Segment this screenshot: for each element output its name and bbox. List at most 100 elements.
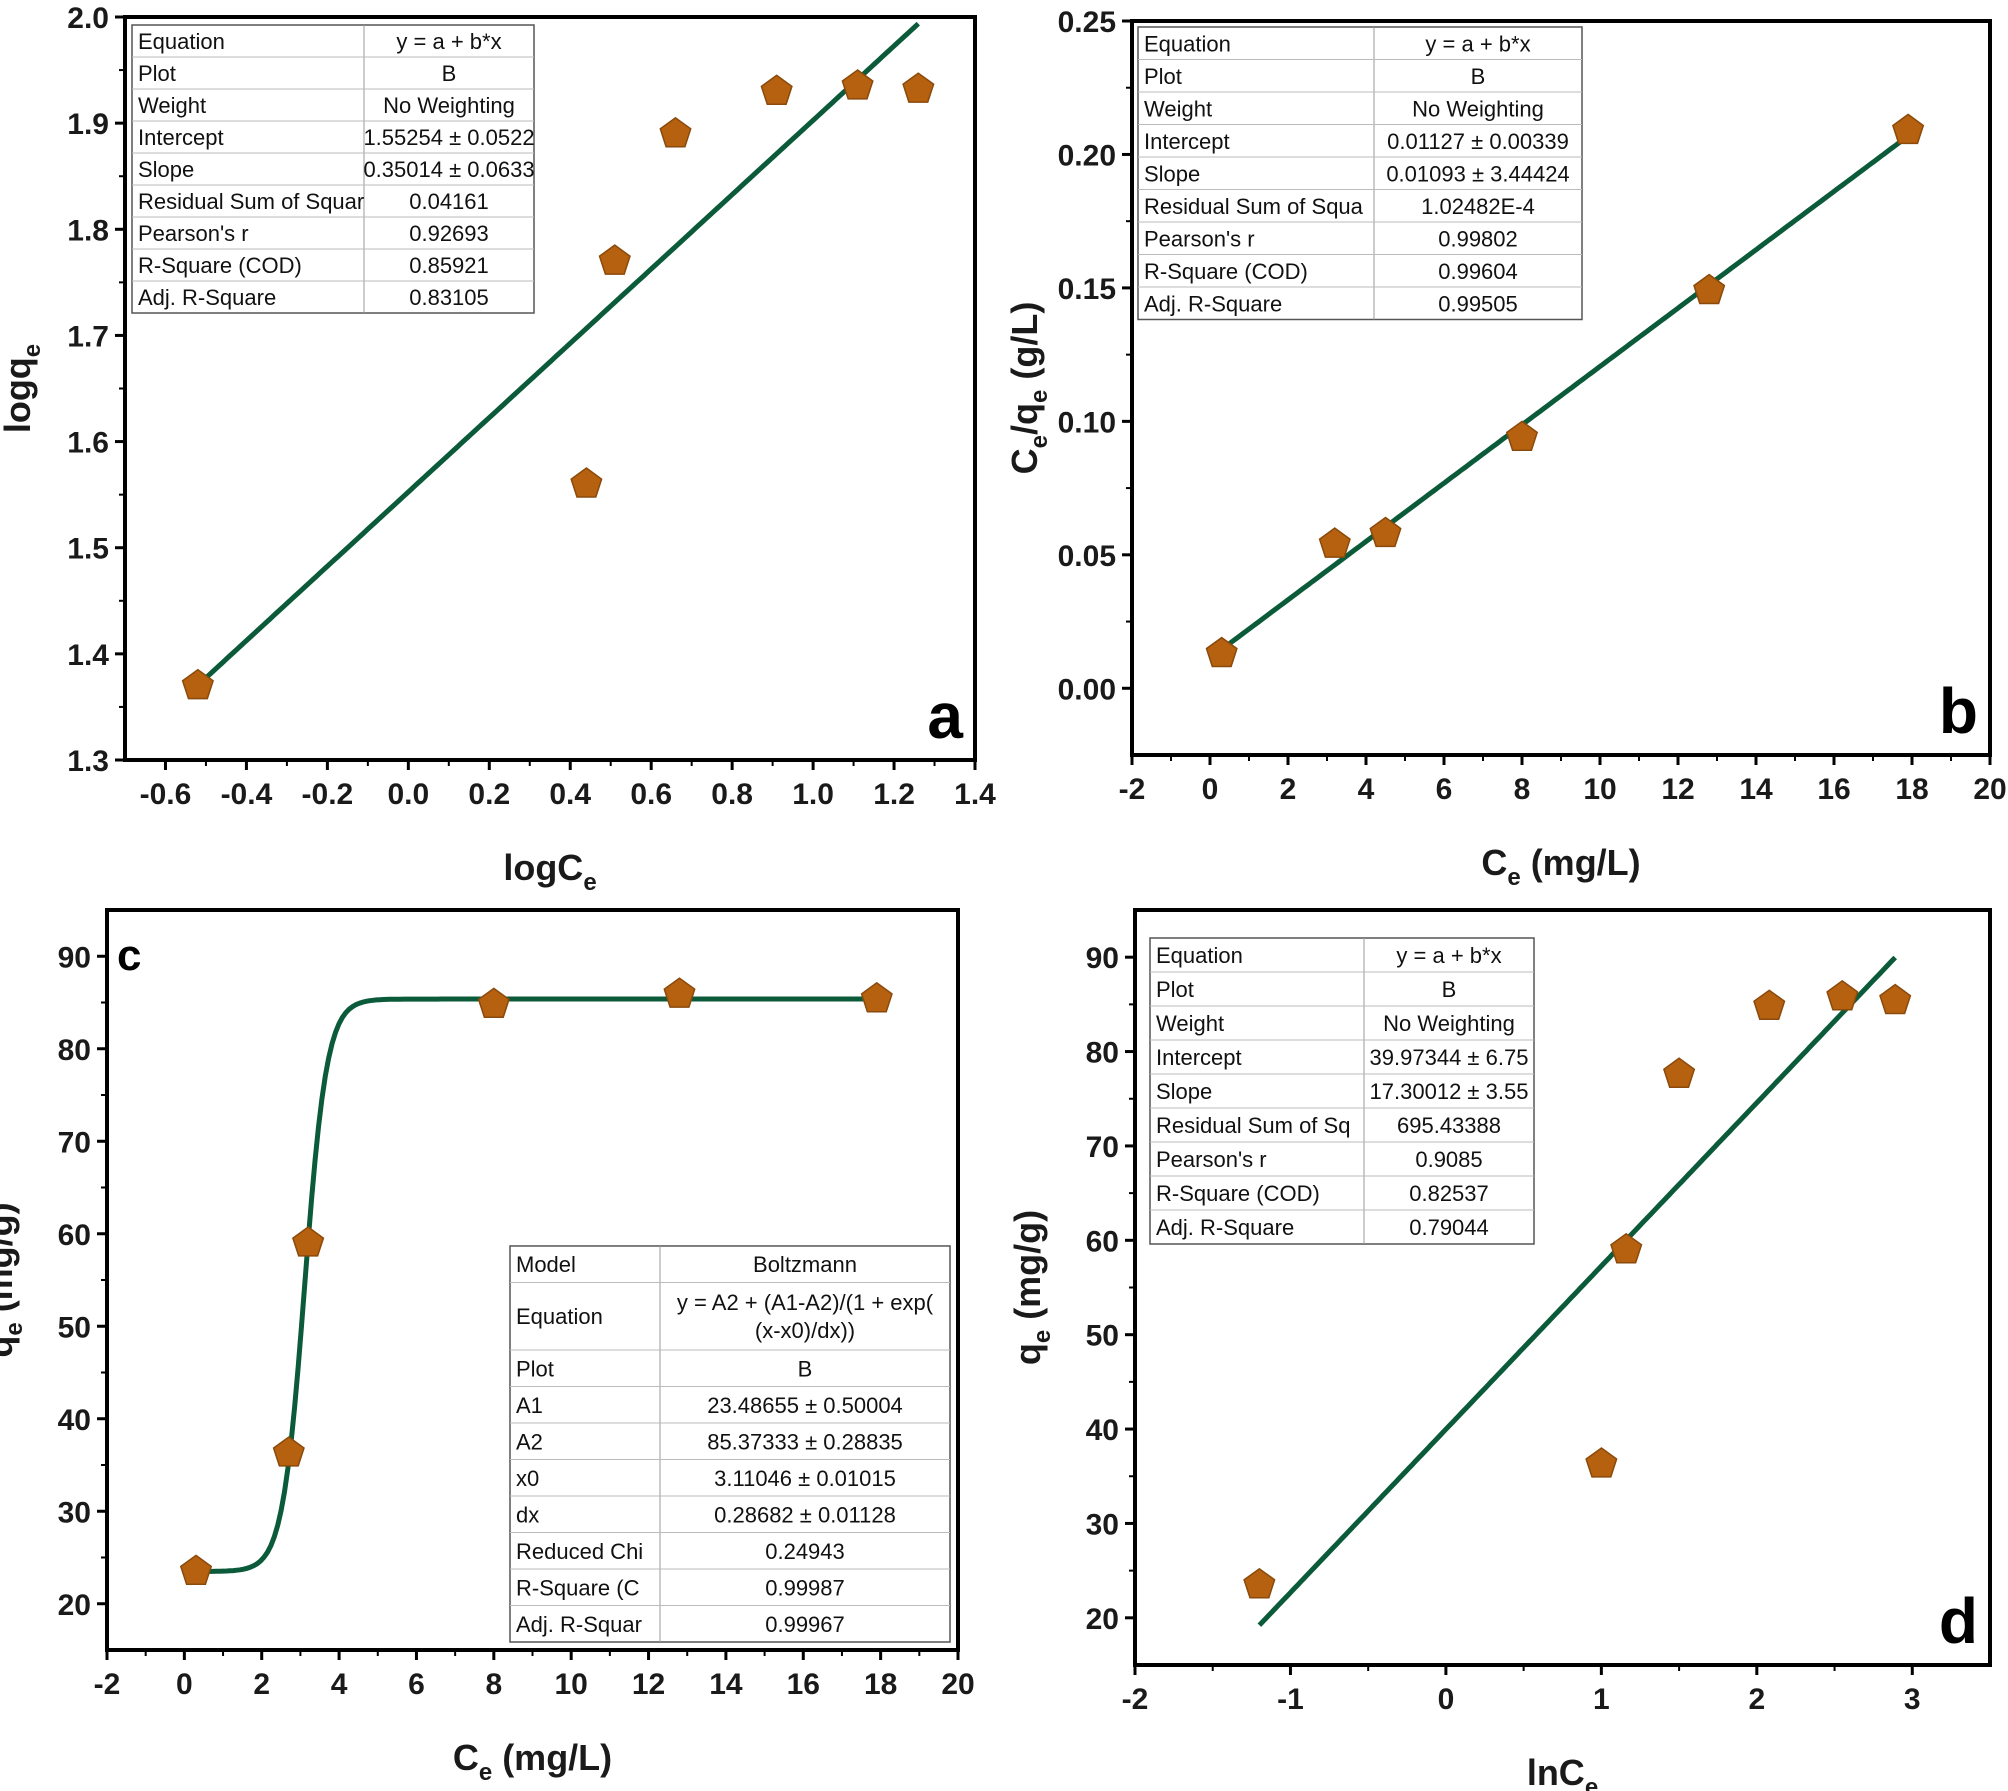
x-tick-label: -2: [1122, 1683, 1149, 1716]
fit-line: [1257, 955, 1897, 1627]
y-axis-label-suffix: (mg/g): [0, 1202, 20, 1322]
stats-table-key: Plot: [1156, 977, 1194, 1002]
stats-table-value: 3.11046 ± 0.01015: [714, 1466, 896, 1491]
stats-table-value: 0.01093 ± 3.44424: [1386, 161, 1569, 186]
data-point: [1243, 1567, 1276, 1599]
x-tick-label: 10: [1583, 773, 1616, 806]
x-tick-label: 18: [1895, 773, 1928, 806]
stats-table-key: Residual Sum of Squar: [138, 189, 364, 214]
y-tick-label: 1.6: [67, 427, 109, 460]
y-axis-label-main: q: [0, 1336, 20, 1358]
stats-table-key: Plot: [516, 1356, 554, 1381]
y-tick-label: 80: [58, 1034, 91, 1067]
stats-table-border: [131, 24, 535, 314]
y-tick-label: 90: [58, 941, 91, 974]
x-tick-label: 0: [176, 1668, 193, 1701]
stats-table-key: Adj. R-Square: [1144, 291, 1282, 316]
stats-table-value: 1.02482E-4: [1421, 194, 1535, 219]
stats-table-value: 0.04161: [409, 189, 489, 214]
data-point: [1585, 1447, 1618, 1478]
y-axis-label: qe (mg/g): [1007, 1210, 1056, 1365]
y-tick-label: 70: [58, 1126, 91, 1159]
stats-table-value: 0.99604: [1438, 259, 1518, 284]
stats-table-key: Plot: [138, 61, 176, 86]
y-axis-label: qe (mg/g): [0, 1202, 28, 1357]
y-axis-label-sub: e: [1026, 435, 1053, 448]
panel-label: a: [927, 680, 963, 752]
y-tick-label: 0.25: [1058, 6, 1116, 39]
x-axis-label-sub: e: [1585, 1774, 1598, 1791]
y-tick-label: 70: [1086, 1131, 1119, 1164]
data-point: [1505, 420, 1539, 452]
x-axis-label-suffix: (mg/L): [1521, 842, 1641, 883]
stats-table-key: R-Square (COD): [1144, 259, 1308, 284]
data-point: [841, 69, 874, 100]
stats-table-key: Residual Sum of Squa: [1144, 194, 1364, 219]
stats-table-value-line1: y = A2 + (A1-A2)/(1 + exp(: [677, 1290, 934, 1315]
y-tick-label: 50: [58, 1311, 91, 1344]
x-axis-label: Ce (mg/L): [1481, 842, 1640, 891]
stats-table-value: y = A2 + (A1-A2)/(1 + exp( (x-x0)/dx)): [677, 1290, 934, 1343]
panel-label: b: [1939, 675, 1978, 747]
stats-table-key: Pearson's r: [1144, 226, 1255, 251]
x-tick-label: 0: [1202, 773, 1219, 806]
x-axis-label: Ce (mg/L): [453, 1737, 612, 1786]
x-axis-label-main: lnC: [1527, 1752, 1585, 1791]
y-tick-label: 0.20: [1058, 139, 1116, 172]
y-tick-label: 50: [1086, 1320, 1119, 1353]
data-point: [181, 668, 214, 700]
x-tick-label: 16: [787, 1668, 820, 1701]
stats-table-value: 39.97344 ± 6.75: [1370, 1045, 1529, 1070]
x-tick-label: 1.2: [873, 778, 915, 811]
x-tick-label: 18: [864, 1668, 897, 1701]
x-tick-label: 6: [408, 1668, 425, 1701]
panel-label: d: [1939, 1585, 1978, 1657]
stats-table-key: Reduced Chi: [516, 1539, 643, 1564]
x-tick-label: 0.6: [630, 778, 672, 811]
stats-table-border: [1137, 26, 1583, 321]
y-tick-label: 20: [58, 1589, 91, 1622]
data-point: [659, 116, 692, 148]
stats-table-border: [509, 1245, 951, 1643]
stats-table-key: Adj. R-Squar: [516, 1612, 642, 1637]
y-tick-label: 0.05: [1058, 540, 1116, 573]
stats-table-key: Plot: [1144, 64, 1182, 89]
x-axis-label: logCe: [503, 847, 596, 896]
stats-table-value: y = a + b*x: [1396, 943, 1501, 968]
stats-table: Equation y = a + b*x Plot B Weight No Weighti…: [131, 24, 535, 314]
data-point: [860, 981, 893, 1013]
stats-table-key: Pearson's r: [138, 221, 249, 246]
x-tick-label: 8: [485, 1668, 502, 1701]
y-tick-label: 30: [1086, 1508, 1119, 1541]
x-axis-label: lnCe: [1527, 1752, 1598, 1791]
stats-table-value-line2: (x-x0)/dx)): [755, 1318, 855, 1343]
x-tick-label: 10: [554, 1668, 587, 1701]
x-axis-label-sub: e: [479, 1759, 492, 1786]
y-axis-label-suffix: (g/L): [1004, 302, 1045, 390]
y-tick-label: 60: [1086, 1225, 1119, 1258]
x-axis-label-main: C: [453, 1737, 479, 1778]
y-tick-label: 90: [1086, 942, 1119, 975]
stats-table-value: 0.9085: [1415, 1147, 1482, 1172]
y-tick-label: 0.00: [1058, 673, 1116, 706]
x-tick-label: 1.4: [954, 778, 996, 811]
data-point: [1826, 979, 1859, 1011]
stats-table-key: Intercept: [1144, 129, 1230, 154]
x-axis-label-sub: e: [583, 869, 596, 896]
stats-table-value: 0.35014 ± 0.0633: [363, 157, 534, 182]
stats-table-key: R-Square (COD): [1156, 1181, 1320, 1206]
y-tick-label: 1.4: [67, 639, 109, 672]
stats-table-value: 0.99987: [765, 1575, 845, 1600]
x-tick-label: 14: [709, 1668, 743, 1701]
stats-table-value: 23.48655 ± 0.50004: [707, 1393, 903, 1418]
y-axis-label-sub2: e: [1026, 390, 1053, 403]
data-point: [1753, 989, 1786, 1020]
y-tick-label: 0.15: [1058, 273, 1116, 306]
data-point: [1318, 527, 1351, 558]
x-tick-label: 14: [1739, 773, 1773, 806]
stats-table-key: Weight: [1156, 1011, 1224, 1036]
y-tick-label: 30: [58, 1496, 91, 1529]
y-tick-label: 60: [58, 1219, 91, 1252]
data-point: [570, 467, 603, 498]
